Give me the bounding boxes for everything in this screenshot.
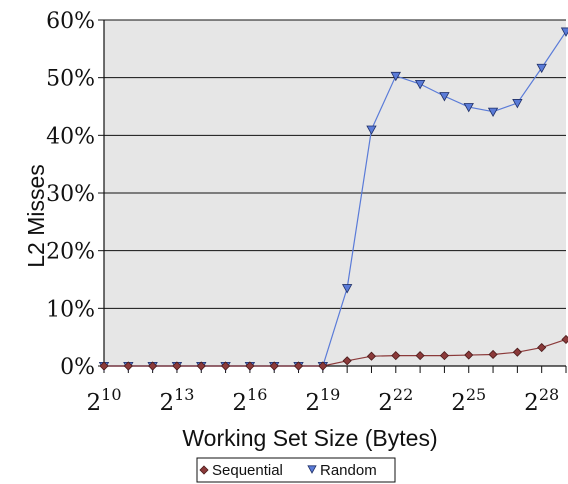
data-point-sequential	[245, 361, 255, 371]
data-point-sequential	[512, 347, 522, 357]
data-point-random	[536, 63, 547, 74]
y-tick-label: 0%	[60, 355, 95, 380]
data-point-random	[366, 125, 377, 135]
legend-marker-sequential	[199, 465, 209, 475]
data-point-sequential	[172, 361, 182, 371]
data-point-random	[414, 80, 426, 90]
y-tick-label: 20%	[46, 240, 95, 265]
legend-marker-random	[307, 465, 317, 474]
data-point-random	[390, 71, 401, 82]
data-point-sequential	[293, 361, 304, 371]
x-tick-label: 222	[378, 385, 413, 416]
x-tick-label: 210	[87, 385, 122, 416]
data-point-sequential	[561, 334, 568, 345]
data-point-sequential	[537, 342, 547, 353]
data-point-sequential	[148, 361, 158, 371]
data-point-sequential	[269, 361, 279, 371]
data-point-random	[341, 284, 353, 294]
data-point-random	[560, 27, 568, 37]
data-point-sequential	[488, 349, 498, 360]
series-layer	[98, 27, 568, 372]
data-point-sequential	[318, 361, 328, 371]
legend-label-sequential: Sequential	[212, 462, 283, 479]
y-axis-title: L2 Misses	[23, 164, 49, 268]
gridlines	[104, 19, 566, 309]
y-tick-label: 30%	[46, 182, 95, 207]
data-point-random	[512, 99, 523, 109]
legend-box	[196, 457, 396, 483]
x-tick-label: 213	[159, 385, 194, 416]
x-tick-label: 219	[305, 385, 340, 416]
y-tick-label: 40%	[46, 124, 95, 149]
data-point-sequential	[221, 361, 231, 371]
x-tick-label: 228	[524, 385, 559, 416]
data-point-sequential	[123, 361, 133, 371]
x-tick-label: 216	[232, 385, 267, 416]
data-point-random	[487, 107, 499, 118]
data-point-random	[439, 92, 450, 102]
x-axis-ticks: 210 213 216 219 222 225 228	[87, 366, 567, 416]
x-axis-title: Working Set Size (Bytes)	[182, 425, 437, 451]
legend-label-random: Random	[320, 462, 377, 479]
y-tick-label: 60%	[46, 9, 95, 34]
data-point-sequential	[464, 350, 474, 360]
y-axis-ticks: 0% 10% 20% 30% 40% 50% 60%	[46, 9, 104, 380]
data-point-sequential	[196, 361, 206, 371]
legend: Sequential Random	[196, 457, 396, 483]
data-point-sequential	[391, 351, 401, 361]
y-tick-label: 50%	[46, 67, 95, 92]
data-point-random	[463, 103, 474, 113]
data-point-sequential	[366, 351, 377, 361]
data-point-sequential	[99, 361, 109, 371]
data-point-sequential	[415, 351, 425, 361]
x-tick-label: 225	[451, 385, 486, 416]
y-tick-label: 10%	[46, 297, 95, 322]
data-point-sequential	[439, 351, 449, 361]
data-point-sequential	[342, 356, 352, 366]
